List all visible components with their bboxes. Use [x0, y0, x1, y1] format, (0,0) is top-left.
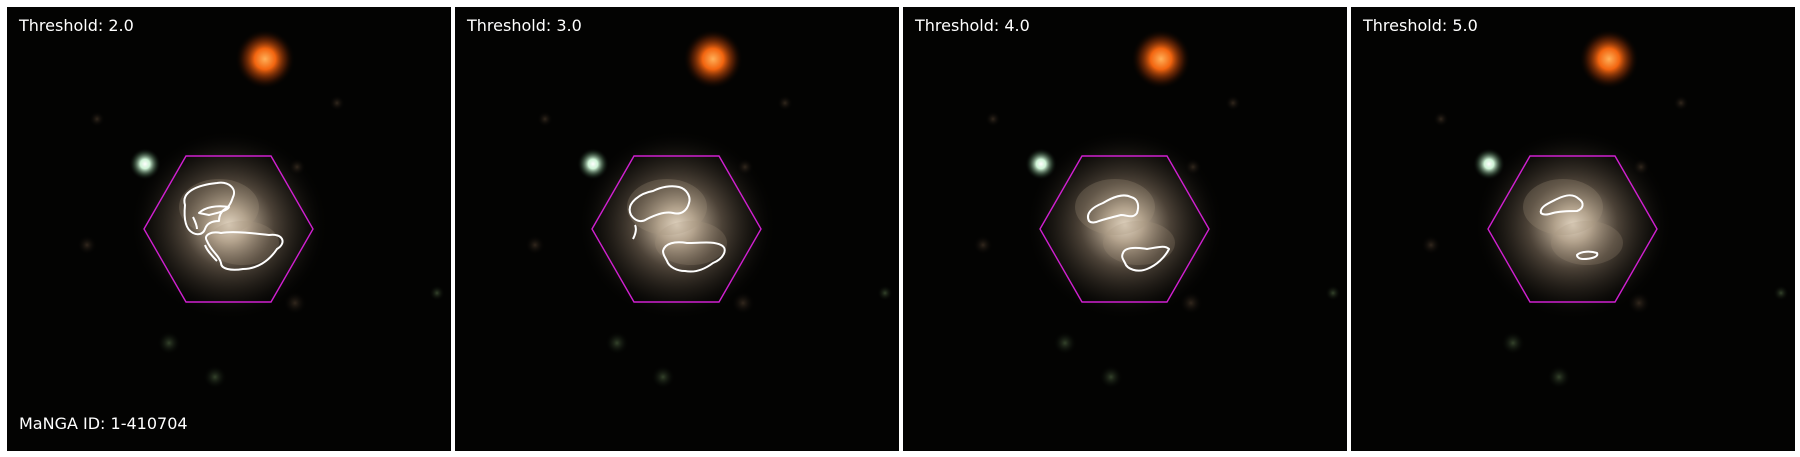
ifu-hexagon [143, 155, 314, 303]
panel-threshold-5: Threshold: 5.0 [1351, 7, 1795, 451]
contour-outline [183, 181, 284, 271]
threshold-label: Threshold: 4.0 [915, 16, 1030, 35]
threshold-label: Threshold: 2.0 [19, 16, 134, 35]
galaxy-image [455, 7, 899, 451]
manga-id-label: MaNGA ID: 1-410704 [19, 414, 188, 433]
panel-threshold-2: Threshold: 2.0 MaNGA ID: 1-410704 [7, 7, 451, 451]
contour-outline [1087, 194, 1170, 272]
contour-outline [1539, 194, 1599, 260]
galaxy-image [903, 7, 1347, 451]
panel-threshold-3: Threshold: 3.0 [455, 7, 899, 451]
galaxy-image [1351, 7, 1795, 451]
ifu-hexagon [1039, 155, 1210, 303]
threshold-label: Threshold: 3.0 [467, 16, 582, 35]
galaxy-image [7, 7, 451, 451]
ifu-hexagon [591, 155, 762, 303]
panel-threshold-4: Threshold: 4.0 [903, 7, 1347, 451]
contour-outline [628, 185, 726, 273]
threshold-label: Threshold: 5.0 [1363, 16, 1478, 35]
ifu-hexagon [1487, 155, 1658, 303]
